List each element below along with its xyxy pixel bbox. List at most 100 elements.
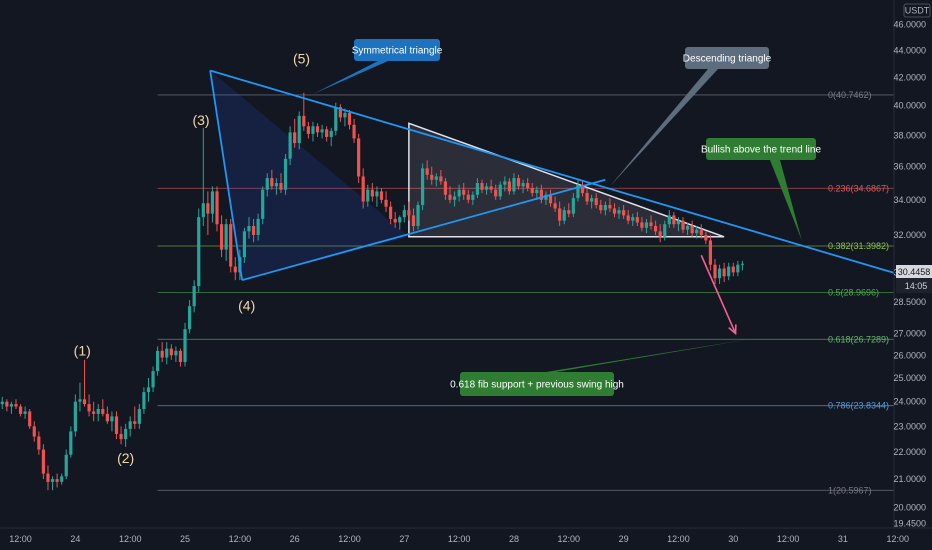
candle	[110, 411, 114, 432]
trend-lines	[209, 69, 932, 285]
candle-body	[544, 194, 548, 200]
time-tick: 12:00	[886, 534, 909, 544]
candle	[60, 473, 64, 485]
time-axis[interactable]: 12:00 24 12:00 25 12:00 26 12:00 27 12:00 28 12:00…	[0, 527, 932, 550]
candle-body	[562, 210, 566, 221]
candle-body	[274, 183, 279, 187]
candle	[567, 203, 571, 218]
price-tick: 25.0000	[893, 373, 926, 383]
callout-pointer	[546, 338, 752, 372]
candle-body	[160, 350, 164, 358]
candle	[516, 174, 521, 190]
candle-body	[247, 225, 251, 232]
candle	[293, 118, 297, 148]
candle-body	[124, 428, 128, 440]
price-tick: 20.0000	[893, 502, 926, 512]
candle-body	[210, 191, 215, 214]
wave-label: (3)	[192, 112, 209, 128]
callout-pointer	[609, 69, 718, 187]
candle-body	[306, 126, 310, 134]
candle-body	[270, 178, 274, 187]
candle-body	[366, 189, 370, 202]
candle-body	[617, 210, 621, 214]
candle	[452, 191, 457, 207]
price-tick: 21.0000	[893, 474, 926, 484]
callout-label: Descending triangle	[683, 54, 772, 65]
candle	[96, 404, 100, 422]
fib-label: 0.618(26.7289)	[828, 334, 889, 344]
candle-body	[690, 225, 694, 234]
candle	[672, 211, 676, 228]
candle-body	[215, 191, 219, 225]
candle	[635, 211, 639, 226]
candle	[384, 191, 388, 212]
candle-body	[347, 112, 352, 125]
candle	[270, 169, 274, 190]
candle	[462, 183, 466, 200]
candle-body	[699, 229, 703, 235]
candle	[402, 204, 406, 223]
candle-body	[448, 194, 452, 200]
callout-label: 0.618 fib support + previous swing high	[450, 380, 624, 391]
candle-body	[32, 426, 36, 437]
callout-box	[354, 39, 440, 61]
candle	[37, 431, 41, 455]
candle	[32, 421, 36, 442]
candle-body	[5, 401, 9, 407]
candle	[78, 382, 82, 412]
candle	[608, 198, 612, 212]
candle	[484, 183, 489, 195]
candle-body	[23, 411, 27, 414]
candle	[398, 215, 402, 230]
fib-label: 0(40.7462)	[828, 90, 872, 100]
candle-body	[580, 184, 585, 194]
candle-body	[695, 229, 699, 234]
candle	[156, 346, 160, 376]
time-tick: 24	[70, 534, 80, 544]
candle	[448, 186, 452, 204]
candle	[530, 183, 534, 197]
candle-body	[69, 431, 73, 455]
candle-body	[672, 215, 676, 225]
time-tick: 12:00	[338, 534, 361, 544]
candle-body	[736, 264, 740, 273]
candle-body	[96, 408, 100, 414]
candle	[722, 262, 726, 283]
candle	[471, 191, 475, 205]
candle	[375, 186, 379, 207]
candle-body	[484, 186, 489, 190]
price-axis[interactable]: USDT 19.4500 20.0000 21.0000 22.0000 23.0000…	[893, 0, 932, 529]
candle	[695, 225, 699, 239]
price-tick: 28.5000	[893, 297, 926, 307]
candle-body	[685, 225, 690, 230]
candle	[708, 234, 713, 271]
candle	[233, 257, 237, 281]
time-tick: 12:00	[448, 534, 471, 544]
price-label: 30.4458 14:05	[896, 265, 932, 293]
candle-body	[503, 181, 507, 185]
candle	[5, 399, 9, 412]
candle-body	[457, 189, 461, 197]
candle-body	[612, 208, 617, 214]
candle-body	[55, 479, 59, 482]
candle	[612, 203, 617, 218]
candle	[347, 110, 352, 130]
candle	[151, 366, 155, 393]
candle-body	[603, 204, 607, 211]
symmetrical-triangle-fill	[210, 70, 409, 281]
candle	[603, 201, 607, 216]
fib-levels: 0(40.7462) 0.236(34.6867) 0.382(31.3982) 0.…	[157, 90, 894, 495]
candle-body	[105, 413, 109, 422]
candle	[343, 108, 347, 127]
candle	[663, 220, 667, 241]
candle	[731, 262, 735, 277]
candle-body	[110, 416, 114, 422]
candle	[704, 231, 708, 245]
candle	[229, 218, 233, 273]
candle	[489, 179, 493, 194]
candle	[420, 163, 425, 211]
candle	[558, 201, 562, 226]
callout: Descending triangle	[609, 47, 772, 187]
candle-body	[466, 194, 470, 200]
